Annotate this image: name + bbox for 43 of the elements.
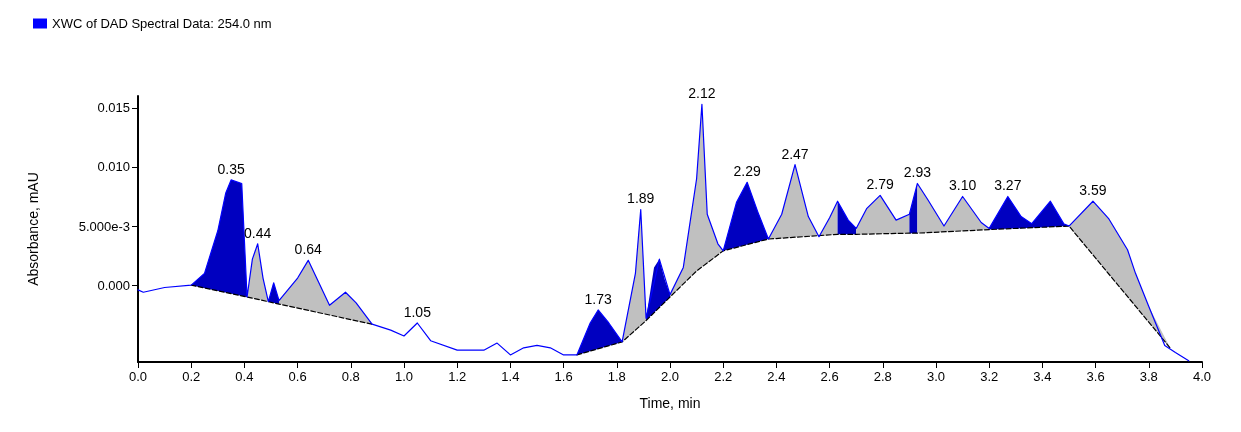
line-series (137, 103, 1190, 362)
annotation: 3.59 (1079, 182, 1107, 199)
x-tick-label: 0.0 (128, 369, 148, 384)
x-tick-label: 3.4 (1033, 369, 1052, 384)
annotation: 2.47 (781, 145, 809, 162)
x-tick-label: 2.8 (873, 369, 892, 384)
y-tick-label: 0.010 (97, 159, 130, 175)
annotation: 0.35 (217, 160, 245, 177)
x-axis-title: Time, min (639, 395, 701, 411)
annotation: 3.10 (948, 177, 977, 194)
annotation: 2.12 (688, 85, 716, 102)
x-tick-label: 3.6 (1086, 369, 1105, 384)
x-tick-label: 2.2 (714, 369, 733, 384)
x-tick-label: 1.4 (501, 369, 520, 384)
x-tick-label: 0.2 (182, 369, 201, 384)
annotation: 2.79 (866, 176, 894, 193)
annotation: 2.29 (733, 163, 761, 180)
annotation: 1.05 (403, 303, 432, 320)
x-tick-label: 1.0 (394, 369, 414, 384)
annotation: 0.64 (294, 241, 323, 258)
y-tick-label: 0.015 (97, 100, 130, 116)
x-tick-label: 0.6 (288, 369, 307, 384)
annotation: 2.93 (903, 164, 932, 181)
x-tick-label: 3.2 (980, 369, 999, 384)
y-tick-label: 0.000 (97, 277, 130, 293)
x-tick-label: 3.0 (926, 369, 946, 384)
legend-label: XWC of DAD Spectral Data: 254.0 nm (52, 16, 272, 31)
x-tick-label: 0.8 (341, 369, 360, 384)
x-tick-label: 2.4 (767, 369, 786, 384)
x-tick-label: 1.8 (607, 369, 626, 384)
x-tick-label: 0.4 (235, 369, 254, 384)
x-tick-label: 2.6 (820, 369, 839, 384)
x-tick-label: 2.0 (660, 369, 680, 384)
annotation: 0.44 (244, 224, 272, 241)
x-tick-label: 4.0 (1192, 369, 1212, 384)
annotation: 1.73 (584, 290, 613, 307)
annotation: 3.27 (994, 177, 1022, 194)
x-tick-label: 1.6 (554, 369, 573, 384)
y-axis-title: Absorbance, mAU (25, 172, 41, 286)
y-tick-label: 5.000e-3 (78, 218, 130, 234)
annotation: 1.89 (627, 190, 655, 207)
x-tick-label: 1.2 (448, 369, 467, 384)
x-tick-label: 3.8 (1139, 369, 1158, 384)
